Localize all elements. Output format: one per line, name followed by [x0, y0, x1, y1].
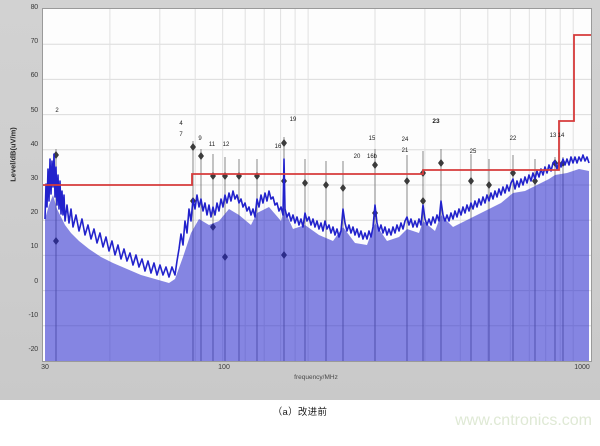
marker-label: 23 — [432, 118, 440, 125]
marker-label: 11 — [208, 142, 216, 148]
y-tick-label: 30 — [30, 175, 39, 182]
x-tick-label: 1000 — [574, 364, 590, 371]
y-tick-label: 40 — [30, 140, 39, 148]
figure-footer — [0, 400, 600, 446]
plot-area[interactable] — [42, 8, 592, 362]
marker-label: 9 — [198, 136, 202, 142]
x-tick-label: 100 — [218, 364, 230, 371]
x-axis: 30 100 1000 frequency/MHz — [41, 360, 590, 390]
marker-label: 7 — [179, 132, 183, 138]
y-tick-label: -20 — [28, 346, 38, 353]
marker-label: 2 — [55, 108, 59, 114]
marker-label: 16 — [274, 144, 282, 150]
marker-label: 20 — [353, 154, 361, 160]
x-tick-label: 30 — [41, 364, 49, 371]
marker-label: 12 — [222, 142, 230, 148]
marker-label: 25 — [469, 149, 477, 155]
emission-trace — [44, 153, 590, 361]
site-watermark: www.cntronics.com — [455, 412, 592, 429]
instrument-panel: Level/dB(uV/m) 80 70 60 50 40 30 20 10 0… — [0, 0, 600, 400]
y-tick-label: 60 — [30, 72, 39, 80]
marker-label: 19 — [289, 117, 297, 123]
chart-canvas — [43, 9, 591, 361]
marker-label: 21 — [401, 148, 409, 154]
y-tick-label: 50 — [30, 106, 39, 114]
y-tick-label: 0 — [34, 277, 38, 285]
marker-label: 22 — [509, 136, 517, 142]
y-tick-label: -10 — [28, 311, 38, 319]
y-tick-label: 10 — [30, 243, 39, 251]
marker-label: 14 — [557, 133, 565, 139]
marker-label: 24 — [401, 137, 409, 143]
y-axis: Level/dB(uV/m) 80 70 60 50 40 30 20 10 0… — [0, 0, 42, 370]
figure-caption: （a）改进前 — [272, 407, 328, 418]
marker-label: 15 — [368, 136, 376, 142]
marker-label: 16b — [366, 154, 378, 160]
marker-label: 4 — [179, 121, 183, 127]
limit-line — [43, 34, 591, 186]
y-tick-label: 80 — [30, 4, 39, 11]
x-axis-title: frequency/MHz — [294, 374, 338, 381]
y-tick-label: 20 — [30, 209, 39, 217]
y-tick-label: 70 — [30, 38, 39, 46]
marker-label: 13 — [549, 133, 557, 139]
